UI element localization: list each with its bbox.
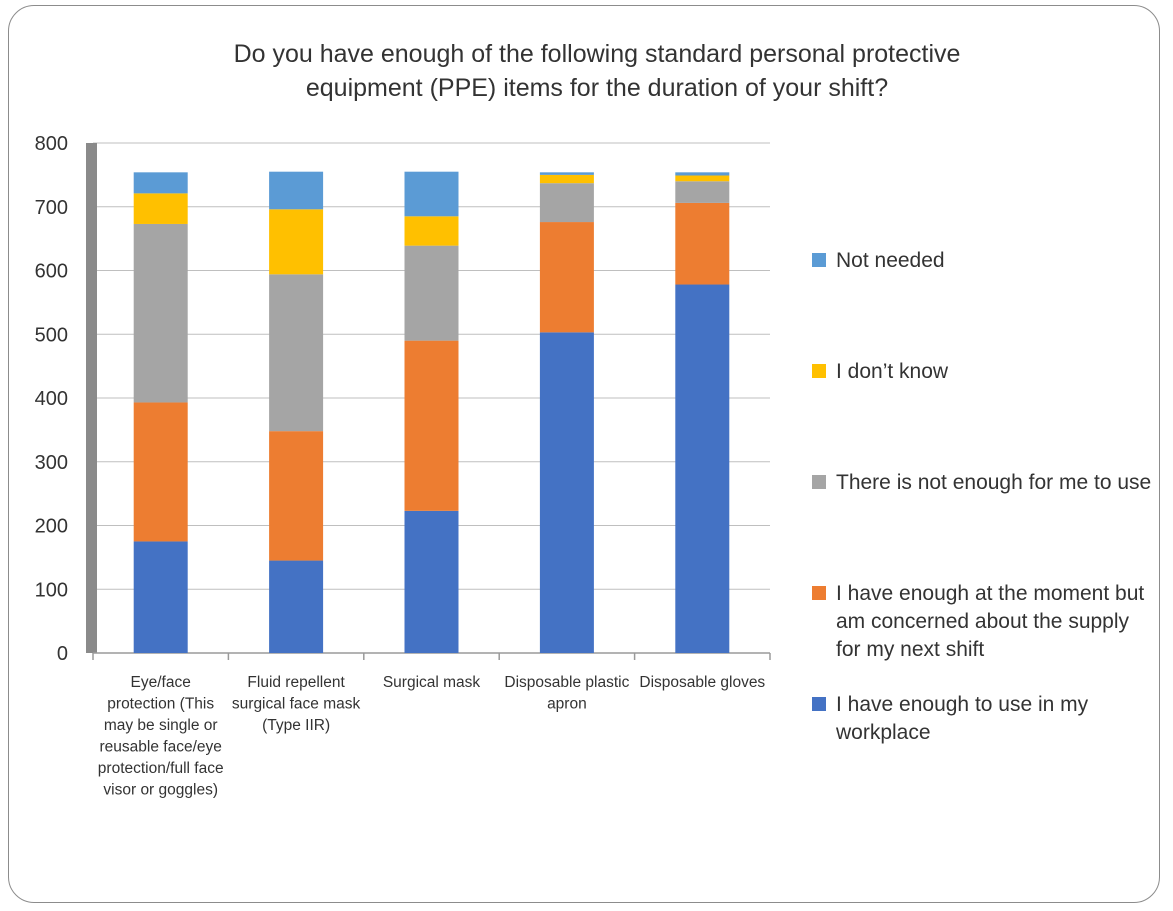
bar-segment-5-cat-3 (404, 171, 459, 217)
x-category-label: Disposable plastic apron (504, 674, 629, 713)
y-tick-label: 100 (35, 579, 68, 601)
bar-segment-1-cat-4 (539, 332, 594, 653)
y-tick-label: 300 (35, 452, 68, 474)
bar-segment-5-cat-2 (269, 171, 324, 210)
bar-segment-4-cat-1 (133, 193, 188, 224)
legend-label: Not needed (836, 249, 945, 272)
bar-segment-2-cat-3 (404, 340, 459, 511)
bar-segment-5-cat-1 (133, 172, 188, 194)
bar-segment-3-cat-1 (133, 223, 188, 403)
legend-swatch (812, 586, 826, 600)
legend-swatch (812, 697, 826, 711)
bar-segment-4-cat-4 (539, 174, 594, 184)
x-category-label: Disposable gloves (639, 674, 765, 691)
legend-swatch (812, 364, 826, 378)
x-category-label: Surgical mask (383, 674, 481, 691)
legend-label: I have enough to use in my workplace (835, 693, 1089, 744)
bar-segment-1-cat-5 (675, 284, 730, 653)
bar-segment-2-cat-2 (269, 431, 324, 561)
y-tick-label: 0 (57, 643, 68, 665)
x-category-label: Eye/face protection (This may be single or… (98, 674, 224, 799)
y-tick-label: 200 (35, 516, 68, 538)
bar-segment-3-cat-3 (404, 245, 459, 341)
bar-segment-3-cat-2 (269, 274, 324, 432)
bar-segment-4-cat-5 (675, 175, 730, 182)
x-category-label: Fluid repellent surgical face mask (Type I… (232, 674, 361, 734)
bar-segment-2-cat-1 (133, 402, 188, 542)
y-axis-line (86, 143, 97, 653)
legend-swatch (812, 253, 826, 267)
bar-segment-5-cat-5 (675, 172, 730, 176)
bar-segment-3-cat-4 (539, 183, 594, 223)
legend-swatch (812, 475, 826, 489)
bar-segment-1-cat-3 (404, 510, 459, 653)
bar-segment-1-cat-1 (133, 541, 188, 653)
legend-label: There is not enough for me to use (836, 471, 1151, 494)
y-tick-label: 700 (35, 197, 68, 219)
bar-segment-2-cat-4 (539, 222, 594, 333)
bar-segment-1-cat-2 (269, 560, 324, 653)
chart-title: Do you have enough of the following stan… (234, 40, 961, 102)
y-tick-label: 800 (35, 133, 68, 155)
bar-segment-4-cat-3 (404, 216, 459, 246)
y-tick-label: 400 (35, 388, 68, 410)
y-tick-label: 600 (35, 261, 68, 283)
bar-segment-5-cat-4 (539, 172, 594, 175)
bar-segment-3-cat-5 (675, 181, 730, 203)
bar-segment-2-cat-5 (675, 202, 730, 285)
legend-label: I don’t know (836, 360, 949, 383)
y-tick-label: 500 (35, 324, 68, 346)
legend-label: I have enough at the moment but am concer… (836, 582, 1144, 661)
bar-segment-4-cat-2 (269, 209, 324, 275)
